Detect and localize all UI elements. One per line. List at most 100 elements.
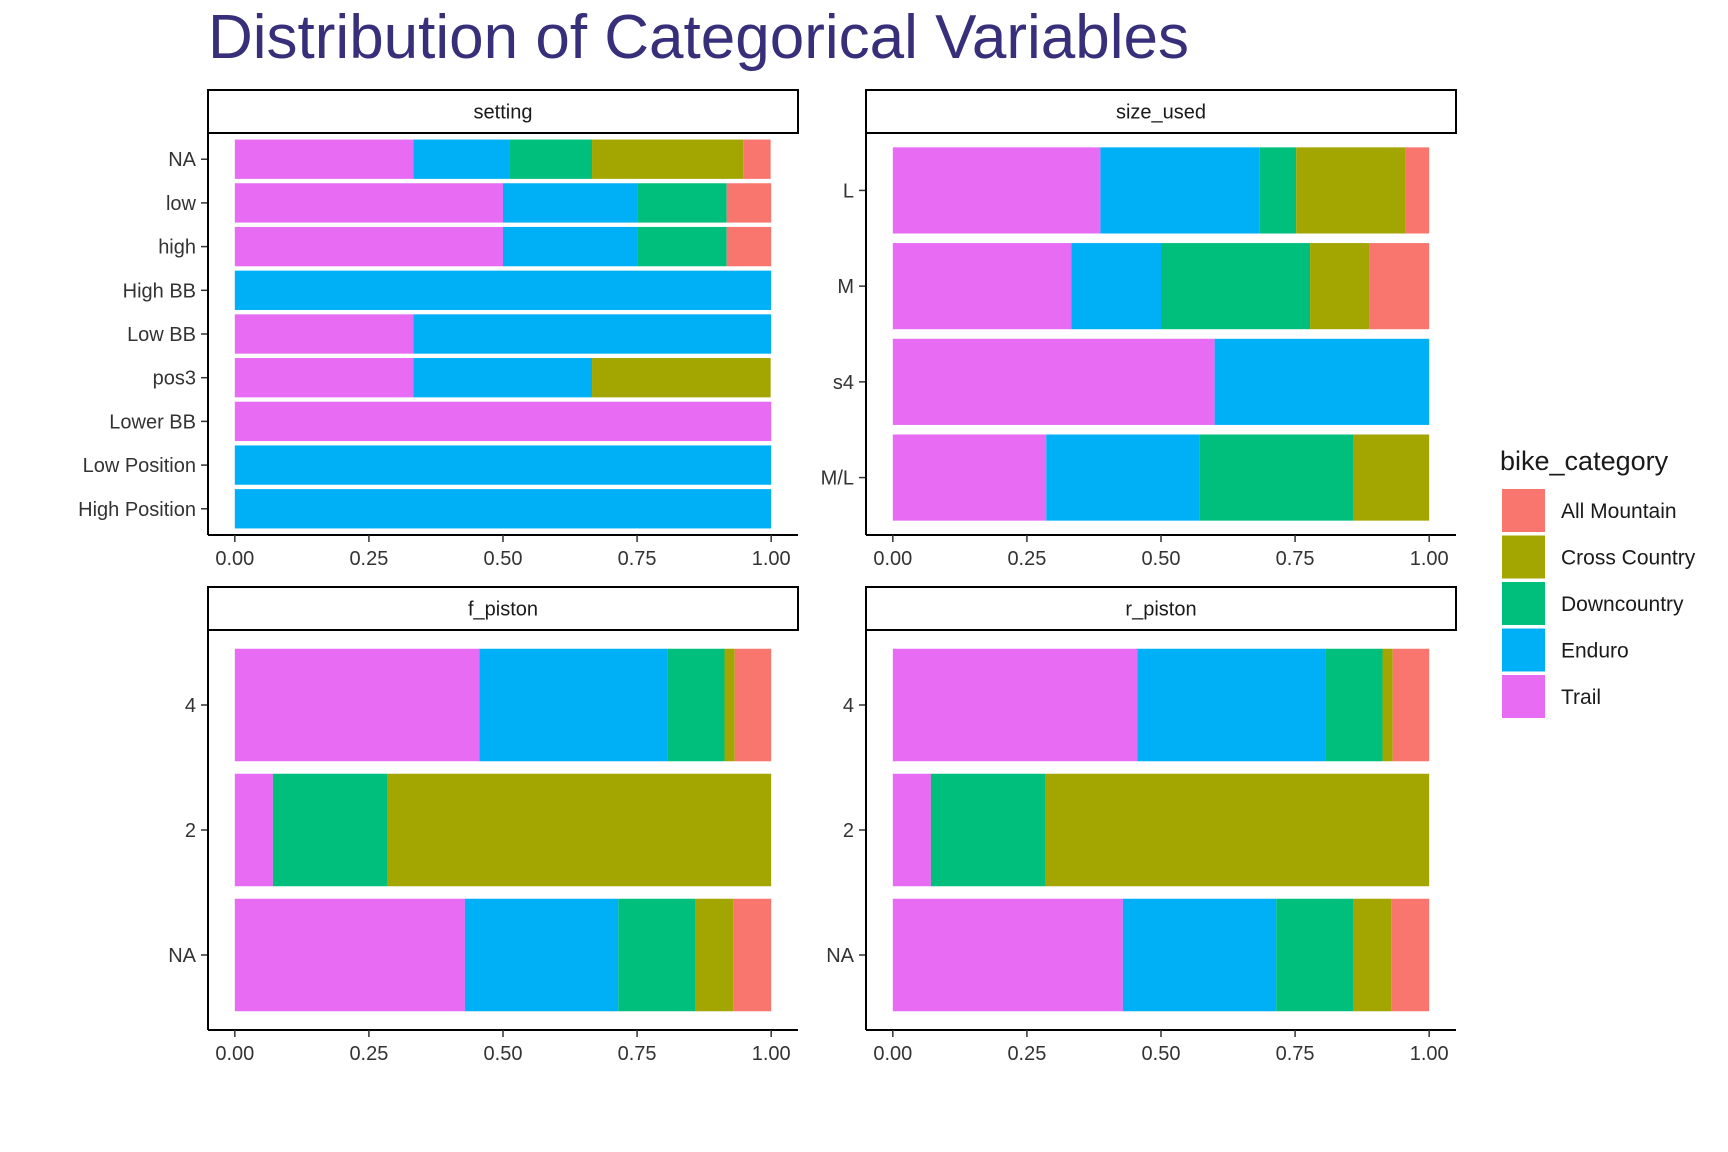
- x-tick-label: 0.75: [1276, 548, 1315, 570]
- x-tick-label: 0.50: [1142, 1043, 1181, 1065]
- x-tick-label: 1.00: [752, 548, 791, 570]
- legend-swatch: [1502, 582, 1545, 625]
- facet-strip-label: setting: [474, 102, 533, 124]
- bar-segment: [1214, 338, 1430, 425]
- bar-segment: [1310, 243, 1370, 330]
- bar-segment: [892, 147, 1101, 234]
- legend-swatch: [1502, 675, 1545, 718]
- x-tick-label: 0.00: [215, 548, 254, 570]
- y-tick-label: L: [843, 180, 854, 202]
- y-tick-label: Low Position: [83, 455, 196, 477]
- bar-segment: [637, 226, 727, 267]
- bar-segment: [734, 648, 772, 762]
- bar-segment: [234, 489, 772, 529]
- bar-segment: [234, 898, 465, 1012]
- bar-segment: [234, 226, 503, 267]
- bar-segment: [234, 445, 772, 485]
- bar-segment: [413, 314, 772, 354]
- bar-segment: [479, 648, 668, 762]
- y-tick-label: Low BB: [127, 324, 196, 346]
- bar-segment: [387, 773, 772, 887]
- bar-segment: [503, 183, 638, 223]
- legend-swatch: [1502, 535, 1545, 579]
- bar-segment: [234, 139, 414, 179]
- facet-strip: [207, 89, 799, 134]
- legend-entry-label: Downcountry: [1561, 593, 1684, 616]
- legend-swatch: [1502, 489, 1545, 532]
- x-tick-label: 1.00: [752, 1043, 791, 1065]
- bar-segment: [1122, 898, 1277, 1012]
- x-tick-label: 1.00: [1410, 548, 1449, 570]
- bar-segment: [1392, 648, 1430, 762]
- bar-segment: [234, 401, 772, 442]
- facet-strip-label: r_piston: [1125, 599, 1196, 621]
- bar-segment: [234, 358, 414, 398]
- facet-strip: [207, 586, 799, 631]
- legend-entry-label: All Mountain: [1561, 500, 1677, 523]
- bar-segment: [667, 648, 725, 762]
- bar-segment: [1071, 243, 1161, 330]
- y-tick-label: M/L: [821, 468, 854, 490]
- bar-segment: [592, 358, 771, 398]
- x-tick-label: 0.00: [873, 548, 912, 570]
- bar-segment: [1045, 773, 1430, 887]
- facet-strip: [865, 89, 1457, 134]
- legend-swatch: [1502, 628, 1545, 672]
- bar-segment: [272, 773, 388, 887]
- y-tick-label: 4: [843, 695, 854, 717]
- y-tick-label: High Position: [78, 499, 196, 521]
- facet-strip: [865, 586, 1457, 631]
- y-tick-label: pos3: [153, 368, 196, 390]
- bar-segment: [464, 898, 619, 1012]
- legend-title: bike_category: [1500, 446, 1669, 476]
- x-tick-label: 0.75: [618, 548, 657, 570]
- x-tick-label: 0.75: [1276, 1043, 1315, 1065]
- y-tick-label: Lower BB: [109, 411, 196, 433]
- x-tick-label: 0.25: [1007, 1043, 1046, 1065]
- bar-segment: [1353, 434, 1430, 521]
- bar-segment: [509, 139, 593, 179]
- bar-segment: [930, 773, 1046, 887]
- bar-segment: [234, 648, 480, 762]
- bar-segment: [413, 358, 593, 398]
- bar-segment: [503, 226, 638, 267]
- y-tick-label: NA: [826, 945, 854, 967]
- chart-title: Distribution of Categorical Variables: [208, 3, 1189, 72]
- y-tick-label: high: [158, 237, 196, 259]
- bar-segment: [726, 226, 772, 267]
- facet-strip-label: f_piston: [468, 599, 538, 621]
- y-tick-label: NA: [168, 945, 196, 967]
- bar-segment: [1199, 434, 1354, 521]
- y-tick-label: s4: [833, 372, 854, 394]
- y-tick-label: low: [166, 193, 197, 215]
- legend-entry-label: Trail: [1561, 686, 1601, 709]
- bar-segment: [695, 898, 734, 1012]
- bar-segment: [1353, 898, 1392, 1012]
- x-tick-label: 0.50: [484, 1043, 523, 1065]
- bar-segment: [234, 314, 414, 354]
- facet-strip-label: size_used: [1116, 102, 1206, 124]
- bar-segment: [733, 898, 772, 1012]
- y-tick-label: 4: [185, 695, 196, 717]
- bar-segment: [892, 243, 1072, 330]
- x-tick-label: 0.00: [215, 1043, 254, 1065]
- bar-segment: [1161, 243, 1311, 330]
- bar-segment: [892, 338, 1215, 425]
- bar-segment: [1391, 898, 1430, 1012]
- bar-segment: [892, 773, 931, 887]
- legend-entry-label: Cross Country: [1561, 547, 1696, 570]
- bar-segment: [592, 139, 744, 179]
- x-tick-label: 0.00: [873, 1043, 912, 1065]
- bar-segment: [1259, 147, 1297, 234]
- y-tick-label: M: [837, 276, 854, 298]
- bar-segment: [1369, 243, 1430, 330]
- y-tick-label: 2: [843, 820, 854, 842]
- bar-segment: [726, 183, 772, 223]
- x-tick-label: 0.25: [1007, 548, 1046, 570]
- bar-segment: [724, 648, 735, 762]
- bar-segment: [234, 270, 772, 310]
- bar-segment: [618, 898, 696, 1012]
- bar-segment: [743, 139, 771, 179]
- bar-segment: [892, 434, 1047, 521]
